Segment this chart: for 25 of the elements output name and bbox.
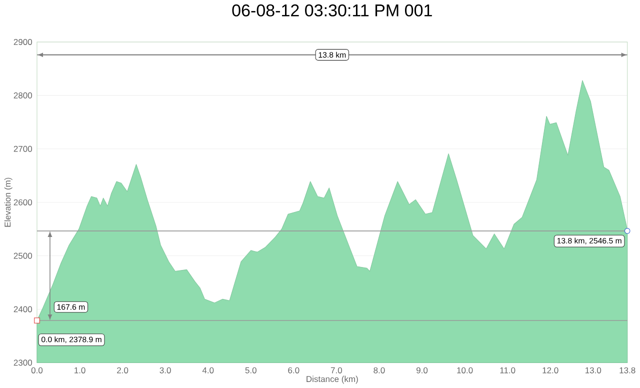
x-tick-label: 2.0 [117,367,128,374]
x-tick-label: 6.0 [288,367,300,374]
y-tick-label: 2300 [14,360,32,366]
x-tick-label: 10.0 [457,367,473,374]
x-tick-label: 5.0 [245,367,256,374]
y-tick-label: 2900 [14,38,32,45]
x-tick-label: 12.0 [542,367,558,374]
x-tick-label: 7.0 [330,367,342,374]
x-tick-label: 0.0 [31,367,43,374]
y-tick-label: 2600 [14,199,32,206]
x-tick-label: 3.0 [160,367,171,374]
x-tick-label: 4.0 [202,367,214,374]
x-tick-label: 13.8 [620,367,636,374]
x-tick-label: 11.0 [500,367,516,374]
y-tick-label: 2400 [14,306,32,312]
x-tick-label: 9.0 [416,367,428,374]
chart-title: 06-08-12 03:30:11 PM 001 [232,4,432,16]
x-axis-title: Distance (km) [306,376,358,384]
y-axis-title: Elevation (m) [4,178,12,227]
y-tick-label: 2700 [14,146,32,152]
y-tick-label: 2500 [14,252,32,259]
x-tick-label: 13.0 [586,367,602,374]
x-tick-label: 8.0 [374,367,385,374]
x-tick-label: 1.0 [74,367,86,374]
y-tick-label: 2800 [14,92,32,98]
